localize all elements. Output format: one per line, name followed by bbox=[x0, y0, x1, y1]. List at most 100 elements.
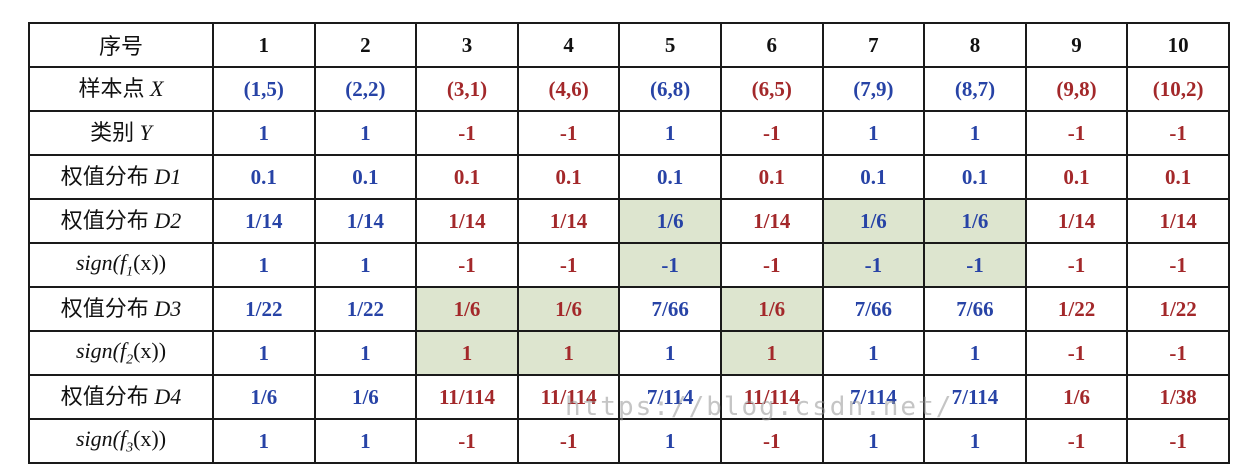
table-cell: 0.1 bbox=[212, 154, 316, 200]
column-header: 8 bbox=[923, 22, 1027, 68]
table-cell: -1 bbox=[516, 110, 621, 156]
table-cell: 1/14 bbox=[1126, 198, 1230, 244]
table-cell: 11/114 bbox=[719, 374, 824, 420]
table-cell: 0.1 bbox=[516, 154, 621, 200]
table-cell: 7/114 bbox=[821, 374, 926, 420]
row-label-subscript: 3 bbox=[126, 440, 134, 456]
table-cell: 1/14 bbox=[212, 198, 316, 244]
table-cell: 1/38 bbox=[1126, 374, 1230, 420]
table-cell: -1 bbox=[923, 242, 1027, 288]
table-cell: 1/6 bbox=[618, 198, 722, 244]
row-label-tail: (x)) bbox=[133, 337, 167, 363]
table-cell: 1 bbox=[618, 418, 722, 464]
table-cell: 1 bbox=[313, 330, 418, 376]
row-label-variable: D4 bbox=[154, 384, 182, 410]
table-cell: (3,1) bbox=[415, 66, 519, 112]
row-label-subscript: 2 bbox=[126, 352, 134, 368]
table-cell: (1,5) bbox=[212, 66, 316, 112]
column-header: 9 bbox=[1024, 22, 1129, 68]
table-cell: 0.1 bbox=[618, 154, 722, 200]
table-cell: -1 bbox=[1126, 242, 1230, 288]
table-cell: 1 bbox=[618, 110, 722, 156]
table-cell: -1 bbox=[719, 110, 824, 156]
table-cell: 1/6 bbox=[212, 374, 316, 420]
table-cell: 1 bbox=[821, 110, 926, 156]
table-cell: 7/66 bbox=[923, 286, 1027, 332]
adaboost-weight-table: 序号 1 2 3 4 5 6 7 8 9 10 样本点 X (1,5) (2,2)(… bbox=[28, 22, 1230, 464]
table-cell: 1 bbox=[212, 418, 316, 464]
table-cell: (2,2) bbox=[313, 66, 418, 112]
row-label-variable: sign(f bbox=[75, 249, 127, 275]
table-cell: 0.1 bbox=[821, 154, 926, 200]
table-row: 类别 Y 1 1 -1 -1 1 -1 1 1 -1 -1 bbox=[28, 110, 1230, 156]
table-cell: 1/14 bbox=[313, 198, 418, 244]
table-cell: (10,2) bbox=[1126, 66, 1230, 112]
table-cell: 1 bbox=[618, 330, 722, 376]
table-cell: 1 bbox=[923, 110, 1027, 156]
table-cell: -1 bbox=[1126, 330, 1230, 376]
row-label: 权值分布 D1 bbox=[28, 154, 214, 200]
table-cell: (7,9) bbox=[821, 66, 926, 112]
column-header: 10 bbox=[1126, 22, 1230, 68]
table-cell: 0.1 bbox=[1024, 154, 1129, 200]
column-header: 1 bbox=[212, 22, 316, 68]
column-header: 5 bbox=[618, 22, 722, 68]
table-cell: -1 bbox=[1024, 330, 1129, 376]
row-label-variable: D2 bbox=[154, 208, 182, 234]
table-row: 权值分布 D1 0.1 0.1 0.1 0.1 0.1 0.1 0.1 0.1 0.1 0.1 bbox=[28, 154, 1230, 200]
table-cell: 1/14 bbox=[1024, 198, 1129, 244]
table-cell: 1/6 bbox=[923, 198, 1027, 244]
table-cell: 1/6 bbox=[719, 286, 824, 332]
table-cell: 1 bbox=[212, 110, 316, 156]
table-cell: (8,7) bbox=[923, 66, 1027, 112]
table-row: 样本点 X (1,5) (2,2) (3,1) (4,6) (6,8) (6,5) (7,9)… bbox=[28, 66, 1230, 112]
row-label: 类别 Y bbox=[28, 110, 214, 156]
row-label-tail: (x)) bbox=[133, 249, 167, 275]
table-cell: -1 bbox=[719, 242, 824, 288]
table-cell: 0.1 bbox=[415, 154, 519, 200]
row-label-variable: D1 bbox=[154, 164, 182, 190]
table-cell: 1/22 bbox=[313, 286, 418, 332]
row-label-text: 权值分布 bbox=[60, 208, 155, 234]
table-cell: -1 bbox=[618, 242, 722, 288]
table-cell: 1/22 bbox=[212, 286, 316, 332]
row-label-variable: D3 bbox=[154, 296, 182, 322]
row-label-subscript: 1 bbox=[126, 264, 134, 280]
column-header: 3 bbox=[415, 22, 519, 68]
header-row: 序号 1 2 3 4 5 6 7 8 9 10 bbox=[28, 22, 1230, 68]
row-label: sign(f1(x)) bbox=[28, 242, 214, 288]
row-label: 权值分布 D2 bbox=[28, 198, 214, 244]
column-header: 7 bbox=[821, 22, 926, 68]
row-label: 权值分布 D3 bbox=[28, 286, 214, 332]
table-cell: 7/114 bbox=[923, 374, 1027, 420]
row-label-text: 样本点 bbox=[78, 76, 151, 102]
table-cell: 11/114 bbox=[415, 374, 519, 420]
table-cell: 7/66 bbox=[618, 286, 722, 332]
table-cell: 1 bbox=[313, 110, 418, 156]
table-cell: 1/6 bbox=[313, 374, 418, 420]
table-cell: (6,8) bbox=[618, 66, 722, 112]
table-cell: 1 bbox=[212, 330, 316, 376]
table-cell: 1 bbox=[821, 330, 926, 376]
table-cell: 1/22 bbox=[1024, 286, 1129, 332]
table-cell: 0.1 bbox=[1126, 154, 1230, 200]
table-cell: 0.1 bbox=[719, 154, 824, 200]
table-container: 序号 1 2 3 4 5 6 7 8 9 10 样本点 X (1,5) (2,2)(… bbox=[28, 22, 1230, 464]
table-cell: 1 bbox=[923, 418, 1027, 464]
row-label-tail: (x)) bbox=[133, 425, 167, 451]
table-cell: -1 bbox=[1024, 242, 1129, 288]
table-cell: 1 bbox=[313, 418, 418, 464]
table-cell: 0.1 bbox=[923, 154, 1027, 200]
table-cell: 1/6 bbox=[516, 286, 621, 332]
table-cell: 0.1 bbox=[313, 154, 418, 200]
table-cell: 1 bbox=[719, 330, 824, 376]
row-label-text: 权值分布 bbox=[60, 296, 155, 322]
table-cell: -1 bbox=[516, 418, 621, 464]
table-cell: -1 bbox=[415, 110, 519, 156]
table-cell: 1/14 bbox=[719, 198, 824, 244]
table-cell: 1 bbox=[516, 330, 621, 376]
table-cell: 7/114 bbox=[618, 374, 722, 420]
row-label-text: 权值分布 bbox=[60, 384, 155, 410]
table-row: 权值分布 D2 1/14 1/14 1/14 1/14 1/6 1/14 1/6 1/6 1/14… bbox=[28, 198, 1230, 244]
table-cell: -1 bbox=[415, 242, 519, 288]
